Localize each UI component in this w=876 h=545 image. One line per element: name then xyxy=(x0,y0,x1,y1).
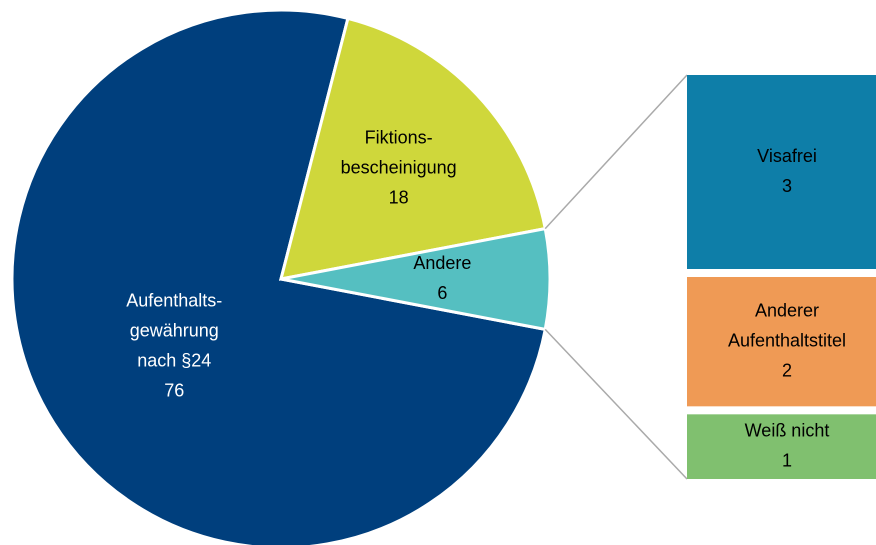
label-line: 76 xyxy=(164,380,184,400)
label-line: Aufenthalts- xyxy=(126,290,222,310)
label-line: 1 xyxy=(782,450,792,470)
label-line: Anderer xyxy=(755,300,819,320)
slice-label: Andere 6 xyxy=(413,253,471,303)
slice-label: Fiktions-bescheinigung 18 xyxy=(341,127,457,207)
connector xyxy=(544,74,688,230)
label-line: Visafrei xyxy=(757,146,817,166)
label-line: Weiß nicht xyxy=(745,420,830,440)
bar-segment xyxy=(687,75,876,269)
label-line: 2 xyxy=(782,360,792,380)
slice-label: Aufenthalts-gewährung nach §24 76 xyxy=(126,290,222,400)
bar-segment xyxy=(687,277,876,407)
label-line: 3 xyxy=(782,176,792,196)
label-line: Fiktions- xyxy=(365,127,433,147)
pie-slice xyxy=(280,226,552,332)
label-line: gewährung xyxy=(130,320,219,340)
pie-slice xyxy=(278,16,547,281)
pie-slice xyxy=(10,8,547,545)
slice-label: Weiß nicht 1 xyxy=(745,420,830,470)
label-line: 6 xyxy=(437,283,447,303)
label-line: Andere xyxy=(413,253,471,273)
bar-segment xyxy=(687,414,876,479)
slice-label: Visafrei 3 xyxy=(757,146,817,196)
label-line: nach §24 xyxy=(137,350,211,370)
label-line: bescheinigung xyxy=(341,157,457,177)
label-line: Aufenthaltstitel xyxy=(728,330,846,350)
connector xyxy=(544,328,688,480)
slice-label: Anderer Aufenthaltstitel 2 xyxy=(728,300,846,380)
label-line: 18 xyxy=(389,187,409,207)
